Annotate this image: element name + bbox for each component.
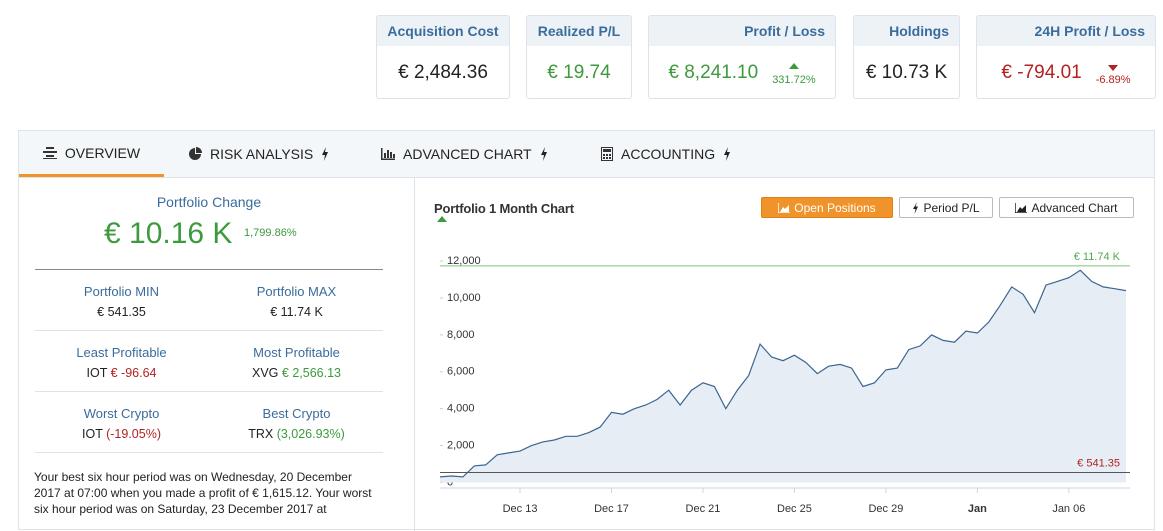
icon	[601, 147, 613, 161]
icon	[322, 147, 329, 161]
card-value: € 8,241.10	[668, 61, 759, 83]
tab[interactable]: OVERVIEW	[19, 131, 164, 177]
coin: XVG	[252, 366, 279, 380]
separator	[35, 330, 383, 331]
tab-label: OVERVIEW	[64, 144, 141, 161]
stat-label: Least Profitable	[76, 345, 167, 360]
tab-bar: OVERVIEW RISK ANALYSIS ADVANCED CHART AC…	[19, 131, 1154, 178]
tab-label: ADVANCED CHART	[403, 146, 532, 162]
stat-label: Portfolio MAX	[256, 284, 337, 299]
stat-card: Acquisition Cost € 2,484.36	[376, 15, 510, 99]
card-change: -6.89%	[1095, 64, 1131, 86]
icon	[540, 147, 547, 161]
button-label: Open Positions	[794, 200, 876, 215]
stat-value: (-19.05%)	[106, 427, 161, 441]
chart-button[interactable]: Open Positions	[761, 197, 893, 218]
card-title: 24H Profit / Loss	[977, 16, 1155, 46]
icon	[1015, 202, 1028, 213]
stat-label: Most Profitable	[253, 345, 340, 360]
stat-value: € 11.74 K	[270, 305, 323, 319]
tab[interactable]: ACCOUNTING	[601, 131, 731, 177]
chart-title: Portfolio 1 Month Chart	[434, 201, 574, 216]
stat-card: 24H Profit / Loss € -794.01 -6.89%	[976, 15, 1156, 99]
stat-label: Best Crypto	[262, 406, 331, 421]
card-value: € 19.74	[547, 61, 611, 83]
icon	[189, 147, 202, 160]
stat-value: € 2,566.13	[281, 366, 341, 380]
tab-label: ACCOUNTING	[621, 146, 716, 162]
stat-card: Profit / Loss € 8,241.10 331.72%	[648, 15, 836, 99]
stat-label: Portfolio MIN	[83, 284, 160, 299]
coin: IOT	[86, 366, 108, 380]
y-tick-label: 2,000	[447, 439, 475, 451]
card-value: € 10.73 K	[865, 61, 948, 83]
line	[439, 269, 1127, 478]
plot-line-label: € 11.74 K	[1074, 251, 1121, 263]
icon	[42, 146, 57, 159]
stat: Worst Crypto IOT (-19.05%)	[34, 406, 209, 441]
tab[interactable]: RISK ANALYSIS	[188, 131, 329, 177]
change-percent: 1,799.86%	[244, 216, 639, 239]
icon	[381, 148, 395, 160]
coin: TRX	[248, 427, 274, 441]
overview-panel: Portfolio Change € 10.16 K 1,799.86% Por…	[19, 177, 447, 531]
stat-value: € 541.35	[97, 305, 146, 319]
stat: Most Profitable XVG € 2,566.13	[209, 345, 384, 380]
stat: Portfolio MIN € 541.35	[34, 284, 209, 319]
separator	[35, 391, 383, 392]
card-value: € 2,484.36	[398, 61, 488, 83]
change-value: € 10.16 K	[104, 217, 233, 250]
chart-button[interactable]: Advanced Chart	[999, 197, 1134, 218]
y-tick-label: 8,000	[447, 329, 475, 341]
x-tick-label: Dec 25	[777, 503, 812, 515]
stat-card: Holdings € 10.73 K	[853, 15, 960, 99]
x-tick-label: Dec 29	[868, 503, 903, 515]
coin: IOT	[82, 427, 103, 441]
page: Acquisition Cost € 2,484.36 Realized P/L…	[18, 15, 1156, 531]
button-label: Period P/L	[923, 200, 980, 215]
button-label: Advanced Chart	[1031, 200, 1118, 215]
stat-value: € -96.64	[110, 366, 157, 380]
card-value: € -794.01	[1001, 61, 1082, 83]
icon	[913, 201, 919, 214]
separator	[35, 269, 383, 270]
stat-card: Realized P/L € 19.74	[526, 15, 632, 99]
separator	[35, 452, 383, 453]
card-title: Realized P/L	[527, 16, 631, 46]
icon	[778, 202, 791, 213]
summary: Your best six hour period was on Wednesd…	[34, 470, 372, 516]
stat: Best Crypto TRX (3,026.93%)	[209, 406, 384, 441]
card-title: Holdings	[854, 16, 959, 46]
x-tick-label: Dec 21	[686, 503, 721, 515]
area	[440, 270, 1126, 483]
y-tick-label: 6,000	[447, 366, 475, 378]
y-tick-label: 10,000	[447, 292, 481, 304]
main-panel: OVERVIEW RISK ANALYSIS ADVANCED CHART AC…	[18, 130, 1155, 531]
card-title: Acquisition Cost	[377, 16, 509, 46]
chart-button[interactable]: Period P/L	[899, 197, 993, 218]
y-tick-label: 4,000	[447, 403, 475, 415]
x-tick-label: Jan	[968, 503, 987, 515]
y-tick-label: 12,000	[447, 255, 481, 267]
tab[interactable]: ADVANCED CHART	[381, 131, 548, 177]
x-tick-label: Dec 17	[594, 503, 629, 515]
card-change: 331.72%	[772, 62, 816, 86]
icon	[724, 147, 731, 161]
x-tick-label: Dec 13	[503, 503, 538, 515]
card-title: Profit / Loss	[649, 16, 835, 46]
stat-label: Worst Crypto	[83, 406, 160, 421]
x-tick-label: Jan 06	[1052, 503, 1085, 515]
tab-label: RISK ANALYSIS	[210, 146, 314, 162]
stat-value: (3,026.93%)	[276, 427, 345, 441]
change-title: Portfolio Change	[156, 194, 262, 210]
stat: Least Profitable IOT € -96.64	[34, 345, 209, 380]
stat: Portfolio MAX € 11.74 K	[209, 284, 384, 319]
plot-line-label: € 541.35	[1077, 457, 1120, 469]
